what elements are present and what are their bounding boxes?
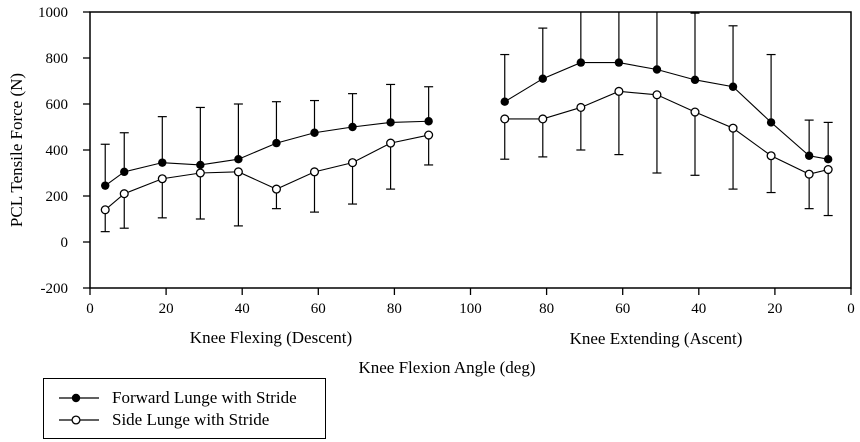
- y-tick-label: 400: [46, 143, 69, 159]
- data-point-side-lunge: [766, 151, 776, 161]
- data-point-forward-lunge: [120, 167, 129, 177]
- data-point-forward-lunge: [196, 160, 205, 170]
- y-tick-label: 0: [61, 235, 69, 251]
- data-point-forward-lunge: [272, 138, 281, 148]
- y-axis-title: PCL Tensile Force (N): [7, 72, 26, 228]
- series-line-side-lunge: [504, 90, 829, 175]
- y-tick-label: 200: [46, 189, 69, 205]
- data-point-forward-lunge: [158, 158, 167, 167]
- legend-item-side-lunge: Side Lunge with Stride: [59, 411, 325, 428]
- x-tick-label: 60: [311, 301, 326, 317]
- data-point-forward-lunge: [500, 97, 509, 106]
- data-point-forward-lunge: [614, 58, 624, 67]
- legend-label-side-lunge: Side Lunge with Stride: [112, 410, 270, 429]
- ascent-phase-label: Knee Extending (Ascent): [569, 329, 743, 348]
- x-tick-label: 40: [235, 301, 250, 317]
- data-point-side-lunge: [309, 167, 320, 177]
- descent-phase-label: Knee Flexing (Descent): [189, 328, 353, 347]
- data-point-side-lunge: [157, 174, 167, 184]
- y-tick-label: 800: [46, 51, 69, 67]
- data-point-side-lunge: [823, 165, 833, 175]
- data-point-forward-lunge: [234, 155, 243, 164]
- y-tick-label: 600: [46, 97, 69, 113]
- data-point-forward-lunge: [538, 74, 547, 83]
- x-axis-title: Knee Flexion Angle (deg): [358, 358, 536, 377]
- x-tick-label: 20: [767, 301, 782, 317]
- data-point-forward-lunge: [804, 151, 814, 160]
- data-point-forward-lunge: [690, 75, 700, 85]
- data-point-forward-lunge: [310, 128, 319, 137]
- legend: Forward Lunge with Stride Side Lunge wit…: [43, 378, 326, 439]
- data-point-side-lunge: [233, 167, 243, 177]
- x-tick-label: 80: [387, 301, 402, 317]
- data-point-side-lunge: [347, 158, 358, 168]
- data-point-side-lunge: [500, 114, 510, 124]
- data-point-side-lunge: [271, 184, 281, 194]
- data-point-forward-lunge: [652, 65, 662, 74]
- data-point-side-lunge: [728, 123, 738, 133]
- data-point-forward-lunge: [101, 181, 110, 190]
- x-tick-label: 40: [691, 301, 706, 317]
- data-point-side-lunge: [690, 107, 700, 117]
- x-tick-label: 60: [615, 301, 630, 317]
- y-tick-label: -200: [41, 281, 69, 297]
- x-tick-label: 0: [86, 301, 94, 317]
- x-tick-label: 80: [539, 301, 554, 317]
- data-point-side-lunge: [100, 205, 110, 215]
- data-point-side-lunge: [386, 138, 396, 148]
- x-tick-label: 0: [847, 301, 855, 317]
- data-point-side-lunge: [538, 114, 548, 124]
- plot-frame: [89, 11, 852, 289]
- series-line-side-lunge: [104, 134, 429, 211]
- data-point-forward-lunge: [386, 118, 395, 127]
- x-tick-label: 20: [159, 301, 174, 317]
- data-point-forward-lunge: [728, 82, 738, 91]
- data-point-side-lunge: [804, 169, 814, 179]
- data-point-side-lunge: [195, 168, 205, 178]
- data-point-side-lunge: [614, 86, 624, 96]
- legend-item-forward-lunge: Forward Lunge with Stride: [59, 389, 325, 406]
- data-point-side-lunge: [119, 189, 129, 199]
- y-tick-label: 1000: [38, 5, 68, 21]
- data-point-forward-lunge: [424, 117, 433, 126]
- data-point-forward-lunge: [823, 155, 833, 164]
- x-tick-label: 100: [459, 301, 482, 317]
- data-point-side-lunge: [576, 102, 586, 112]
- data-point-side-lunge: [424, 130, 434, 140]
- filled-circle-marker-icon: [59, 393, 99, 402]
- series-line-forward-lunge: [104, 120, 429, 187]
- legend-label-forward-lunge: Forward Lunge with Stride: [112, 388, 297, 407]
- data-point-forward-lunge: [576, 58, 586, 67]
- data-point-forward-lunge: [766, 118, 776, 127]
- open-circle-marker-icon: [59, 414, 99, 425]
- series-line-forward-lunge: [504, 62, 829, 160]
- data-point-side-lunge: [652, 90, 662, 100]
- data-point-forward-lunge: [348, 122, 357, 132]
